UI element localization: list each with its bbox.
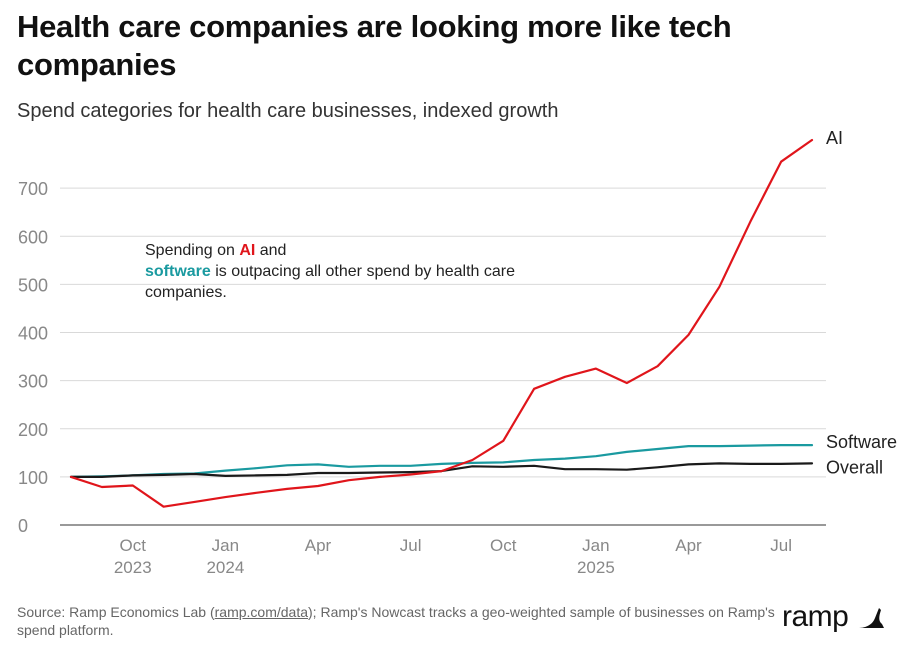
y-tick-label: 300 (18, 372, 48, 392)
x-tick-label: Jan (212, 536, 239, 555)
source-text-post: ); Ramp's Nowcast tracks a geo-weighted … (17, 604, 775, 638)
annotation-text-pre: Spending on (145, 242, 240, 259)
y-tick-label: 600 (18, 227, 48, 247)
source-text-pre: Source: Ramp Economics Lab ( (17, 604, 215, 620)
x-tick-label: Jul (400, 536, 422, 555)
x-tick-label: Apr (675, 536, 702, 555)
ramp-logo-icon (858, 608, 885, 628)
series-label-software: Software (826, 432, 897, 452)
x-tick-year-label: 2024 (206, 558, 244, 577)
source-link[interactable]: ramp.com/data (214, 604, 309, 620)
y-tick-label: 400 (18, 324, 48, 344)
y-tick-label: 200 (18, 420, 48, 440)
x-tick-label: Apr (305, 536, 332, 555)
x-tick-year-label: 2023 (114, 558, 152, 577)
chart-annotation: Spending on AI and software is outpacing … (145, 240, 545, 303)
y-tick-label: 500 (18, 275, 48, 295)
y-tick-label: 700 (18, 179, 48, 199)
x-tick-label: Jul (770, 536, 792, 555)
annotation-text-mid: and (255, 242, 287, 259)
line-chart: 0 100 200 300 400 500 600 700 Oct 2023 Jan 2024 Apr J… (18, 128, 897, 577)
x-tick-label: Oct (490, 536, 517, 555)
x-tick-year-label: 2025 (577, 558, 615, 577)
y-tick-label: 100 (18, 468, 48, 488)
series-label-overall: Overall (826, 457, 883, 477)
logo-wordmark: ramp (782, 600, 849, 633)
chart-title: Health care companies are looking more l… (17, 9, 732, 82)
chart-subtitle: Spend categories for health care busines… (17, 100, 559, 122)
y-tick-label: 0 (18, 516, 28, 536)
annotation-software-highlight: software (145, 263, 211, 280)
ramp-logo: ramp (782, 600, 886, 634)
series-label-ai: AI (826, 128, 843, 148)
series-line-ai (69, 138, 814, 508)
x-tick-label: Jan (582, 536, 609, 555)
annotation-text-post: is outpacing all other spend by health c… (145, 263, 515, 301)
x-tick-label: Oct (120, 536, 147, 555)
source-note: Source: Ramp Economics Lab (ramp.com/dat… (17, 603, 777, 639)
annotation-ai-highlight: AI (239, 242, 256, 259)
